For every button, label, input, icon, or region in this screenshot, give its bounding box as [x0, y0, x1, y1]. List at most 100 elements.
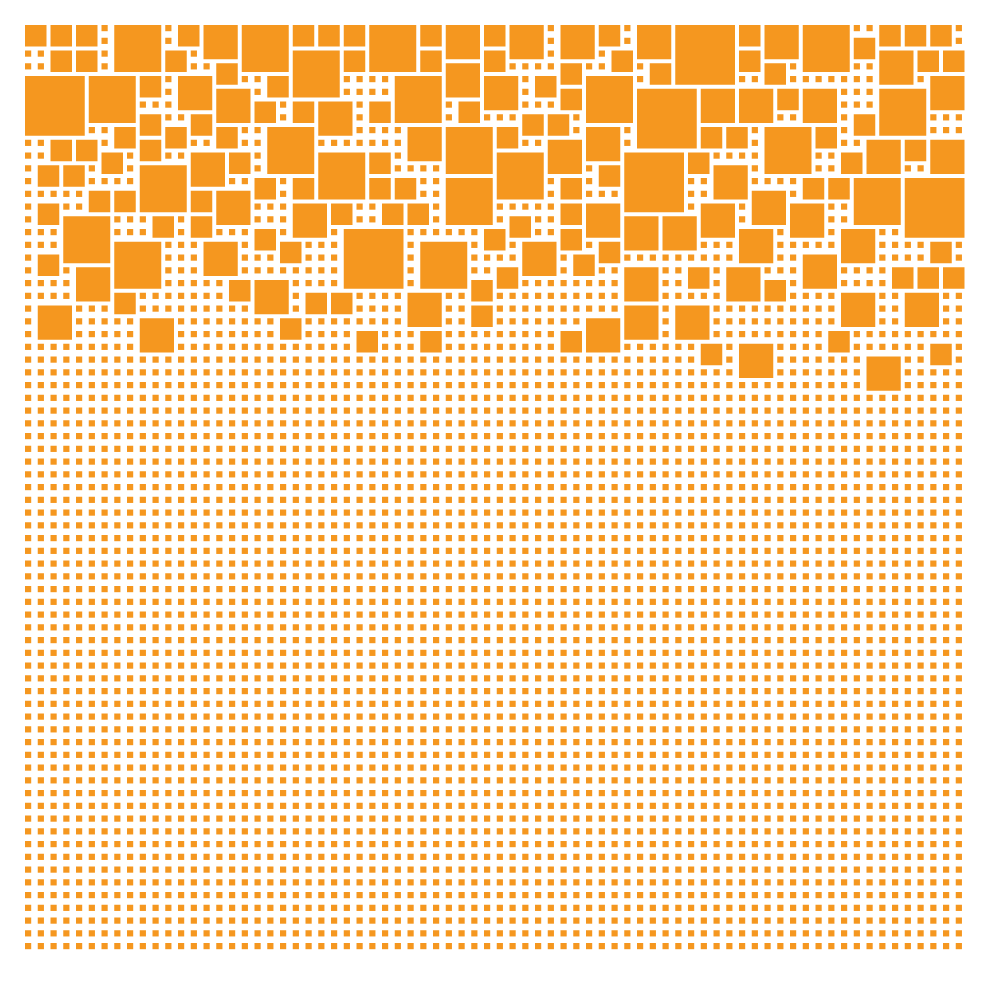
small-square [88, 420, 95, 427]
small-square [50, 369, 57, 376]
small-square [649, 611, 656, 618]
small-square [407, 675, 414, 682]
small-square [943, 739, 950, 746]
small-square [917, 879, 924, 886]
small-square [675, 484, 682, 491]
small-square [445, 624, 452, 631]
small-square [955, 892, 962, 899]
small-square [318, 713, 325, 720]
small-square [751, 165, 758, 172]
small-square [815, 305, 822, 312]
small-square [139, 535, 146, 542]
small-square [254, 331, 261, 338]
large-square [88, 76, 136, 123]
small-square [930, 790, 937, 797]
small-square [305, 267, 312, 274]
small-square [624, 853, 631, 860]
large-square [739, 88, 774, 123]
small-square [101, 535, 108, 542]
small-square [547, 433, 554, 440]
small-square [586, 407, 593, 414]
small-square [535, 394, 542, 401]
large-square [522, 114, 544, 136]
small-square [50, 802, 57, 809]
small-square [917, 165, 924, 172]
small-square [700, 802, 707, 809]
small-square [841, 471, 848, 478]
small-square [777, 611, 784, 618]
small-square [101, 433, 108, 440]
small-square [802, 305, 809, 312]
small-square [445, 586, 452, 593]
small-square [241, 586, 248, 593]
small-square [88, 573, 95, 580]
small-square [190, 764, 197, 771]
small-square [547, 777, 554, 784]
small-square [433, 433, 440, 440]
small-square [254, 904, 261, 911]
small-square [25, 879, 32, 886]
small-square [203, 892, 210, 899]
large-square [560, 331, 582, 353]
small-square [407, 892, 414, 899]
small-square [904, 764, 911, 771]
small-square [586, 178, 593, 185]
small-square [331, 700, 338, 707]
small-square [598, 624, 605, 631]
small-square [675, 369, 682, 376]
small-square [764, 828, 771, 835]
small-square [382, 611, 389, 618]
small-square [496, 892, 503, 899]
small-square [433, 700, 440, 707]
small-square [917, 866, 924, 873]
small-square [815, 420, 822, 427]
small-square [892, 649, 899, 656]
small-square [522, 458, 529, 465]
small-square [586, 866, 593, 873]
small-square [904, 165, 911, 172]
small-square [777, 394, 784, 401]
small-square [955, 458, 962, 465]
small-square [790, 394, 797, 401]
small-square [101, 790, 108, 797]
small-square [343, 649, 350, 656]
small-square [127, 777, 134, 784]
small-square [866, 484, 873, 491]
small-square [560, 522, 567, 529]
small-square [190, 751, 197, 758]
small-square [127, 649, 134, 656]
small-square [624, 713, 631, 720]
small-square [892, 675, 899, 682]
small-square [25, 420, 32, 427]
small-square [241, 637, 248, 644]
small-square [331, 828, 338, 835]
small-square [700, 394, 707, 401]
small-square [700, 292, 707, 299]
large-square [496, 127, 519, 149]
small-square [573, 764, 580, 771]
small-square [713, 280, 720, 287]
small-square [127, 216, 134, 223]
small-square [522, 624, 529, 631]
small-square [598, 280, 605, 287]
small-square [37, 649, 44, 656]
small-square [713, 904, 720, 911]
small-square [943, 611, 950, 618]
small-square [114, 420, 121, 427]
large-square [292, 178, 315, 200]
small-square [751, 496, 758, 503]
large-square [114, 127, 136, 149]
small-square [114, 178, 121, 185]
small-square [25, 241, 32, 248]
small-square [955, 611, 962, 618]
small-square [726, 802, 733, 809]
small-square [343, 866, 350, 873]
small-square [331, 675, 338, 682]
small-square [229, 598, 236, 605]
small-square [394, 382, 401, 389]
small-square [560, 777, 567, 784]
small-square [203, 535, 210, 542]
small-square [471, 484, 478, 491]
small-square [739, 331, 746, 338]
small-square [802, 917, 809, 924]
